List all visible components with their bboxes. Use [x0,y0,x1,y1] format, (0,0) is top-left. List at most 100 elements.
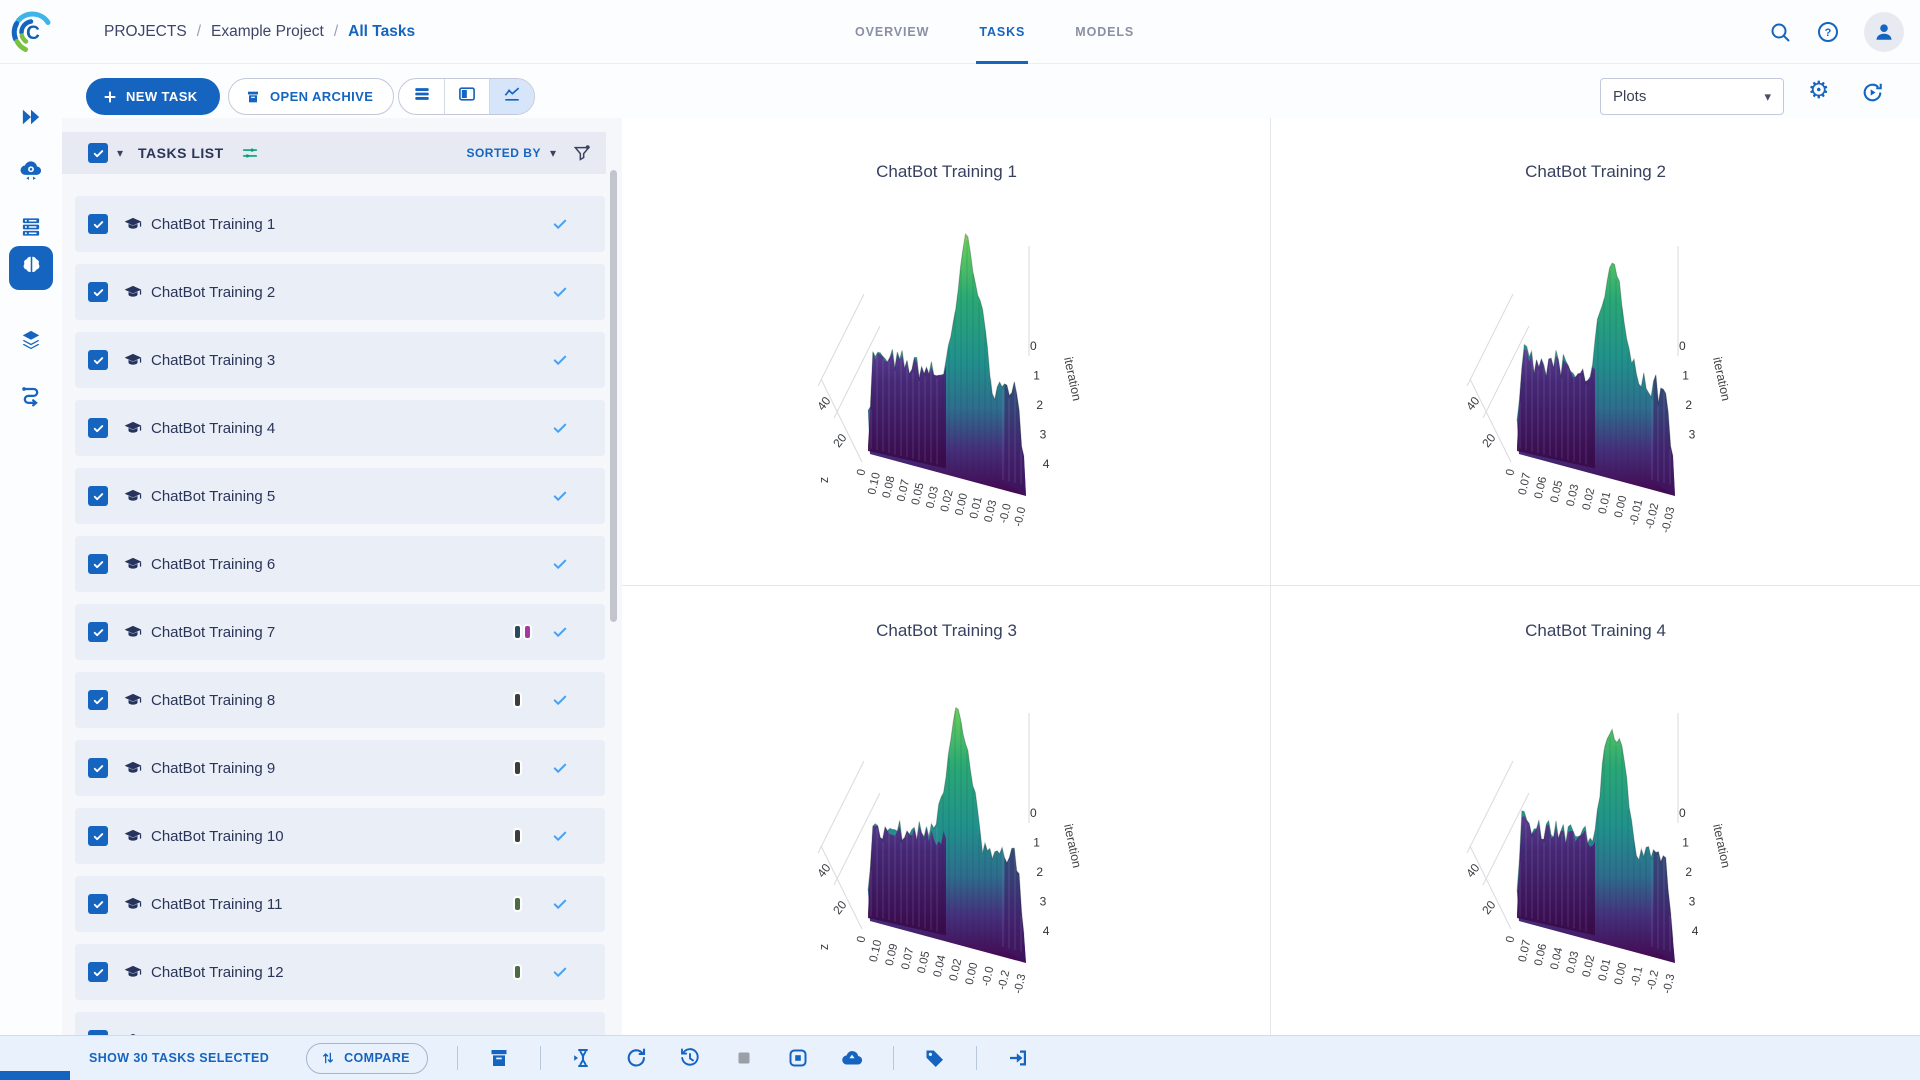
task-row-partial[interactable] [75,1012,605,1035]
tab-models[interactable]: MODELS [1075,25,1135,39]
workers-icon [18,161,44,187]
sorted-by-caret-icon[interactable]: ▾ [549,146,556,160]
plus-icon [104,91,116,102]
open-archive-button[interactable]: OPEN ARCHIVE [228,78,395,115]
user-avatar[interactable] [1864,12,1904,52]
task-row[interactable]: ChatBot Training 2 [75,264,605,320]
task-checkbox[interactable] [88,554,108,574]
task-checkbox[interactable] [88,1030,108,1035]
task-name: ChatBot Training 1 [151,215,276,233]
task-row[interactable]: ChatBot Training 3 [75,332,605,388]
task-checkbox[interactable] [88,214,108,234]
svg-text:0.00: 0.00 [1613,962,1630,987]
tasks-list-scrollbar[interactable] [610,170,617,622]
tags-button[interactable] [923,1046,947,1070]
launch-icon [18,109,44,134]
svg-text:0.02: 0.02 [1581,487,1598,512]
task-checkbox[interactable] [88,758,108,778]
task-checkbox[interactable] [88,350,108,370]
selected-count-link[interactable]: SHOW 30 TASKS SELECTED [89,1051,270,1065]
help-icon[interactable]: ? [1816,20,1840,44]
task-status-check-icon [551,283,569,301]
plot-title: ChatBot Training 4 [1525,621,1666,640]
deploy-button[interactable] [840,1046,864,1070]
task-checkbox[interactable] [88,962,108,982]
compare-button[interactable]: COMPARE [306,1042,428,1074]
display-dropdown[interactable]: Plots ▾ [1600,78,1784,115]
sidebar-item-launch[interactable] [18,104,44,130]
archive-icon [487,1050,511,1074]
sorted-by-button[interactable]: SORTED BY [466,146,541,160]
search-icon[interactable] [1768,20,1792,44]
sidebar-item-projects[interactable] [9,246,53,290]
enqueue-button[interactable] [570,1046,594,1070]
breadcrumb-item[interactable]: PROJECTS [104,23,187,40]
task-status-check-icon [551,827,569,845]
breadcrumb-item[interactable]: Example Project [211,23,324,40]
surface-plot-canvas[interactable]: 4020z00.100.080.070.050.030.020.000.010.… [622,118,1271,585]
svg-text:-0.02: -0.02 [1644,502,1662,530]
task-row[interactable]: ChatBot Training 12 [75,944,605,1000]
task-row[interactable]: ChatBot Training 7 [75,604,605,660]
task-row[interactable]: ChatBot Training 8 [75,672,605,728]
select-all-caret-icon[interactable]: ▾ [117,146,124,160]
task-checkbox[interactable] [88,486,108,506]
task-checkbox[interactable] [88,282,108,302]
tab-overview[interactable]: OVERVIEW [855,25,930,39]
task-row[interactable]: ChatBot Training 9 [75,740,605,796]
task-checkbox[interactable] [88,894,108,914]
svg-text:0.10: 0.10 [866,471,883,496]
archive-icon [248,91,258,102]
app-logo[interactable]: C [8,8,56,56]
table-view-button[interactable] [399,79,444,114]
breadcrumb-item[interactable]: All Tasks [348,23,416,40]
svg-text:4: 4 [1692,924,1699,938]
tag-pill [513,624,522,640]
settings-gear-icon[interactable]: ⚙ [1808,77,1830,104]
sidebar-item-queues[interactable] [18,214,44,240]
move-to-project-button[interactable] [1006,1046,1030,1070]
publish-button[interactable] [786,1046,810,1070]
task-name: ChatBot Training 6 [151,555,276,573]
svg-text:0: 0 [1504,468,1517,477]
tag-pill [513,692,522,708]
continue-button[interactable] [678,1046,702,1070]
sidebar-item-datasets[interactable] [18,327,44,353]
tab-tasks[interactable]: TASKS [976,0,1029,64]
plots-view-icon [502,84,522,109]
filter-funnel-icon[interactable] [572,143,592,163]
task-row[interactable]: ChatBot Training 6 [75,536,605,592]
sidebar-collapse-strip[interactable] [0,1071,70,1080]
task-row[interactable]: ChatBot Training 11 [75,876,605,932]
reset-button[interactable] [624,1046,648,1070]
sidebar-item-workers[interactable] [18,157,44,183]
card-filter-icon[interactable] [240,143,260,163]
task-row[interactable]: ChatBot Training 5 [75,468,605,524]
auto-refresh-icon[interactable] [1860,80,1885,105]
task-checkbox[interactable] [88,826,108,846]
sidebar-item-pipelines[interactable] [18,383,44,409]
svg-text:2: 2 [1036,398,1043,412]
task-checkbox[interactable] [88,690,108,710]
archive-button[interactable] [487,1046,511,1070]
split-view-button[interactable] [444,79,489,114]
task-row[interactable]: ChatBot Training 1 [75,196,605,252]
task-checkbox[interactable] [88,418,108,438]
new-task-label: NEW TASK [126,89,198,104]
training-task-icon [123,486,143,506]
task-checkbox[interactable] [88,622,108,642]
new-task-button[interactable]: NEW TASK [86,78,220,115]
select-all-checkbox[interactable] [88,143,108,163]
svg-text:0.03: 0.03 [924,485,941,510]
task-row[interactable]: ChatBot Training 10 [75,808,605,864]
task-row[interactable]: ChatBot Training 4 [75,400,605,456]
svg-text:3: 3 [1689,895,1696,909]
plot-title: ChatBot Training 2 [1525,162,1666,181]
projects-icon [18,252,45,284]
svg-text:iteration: iteration [1710,356,1733,402]
plots-view-button[interactable] [489,79,534,114]
svg-text:0.03: 0.03 [1565,950,1582,975]
